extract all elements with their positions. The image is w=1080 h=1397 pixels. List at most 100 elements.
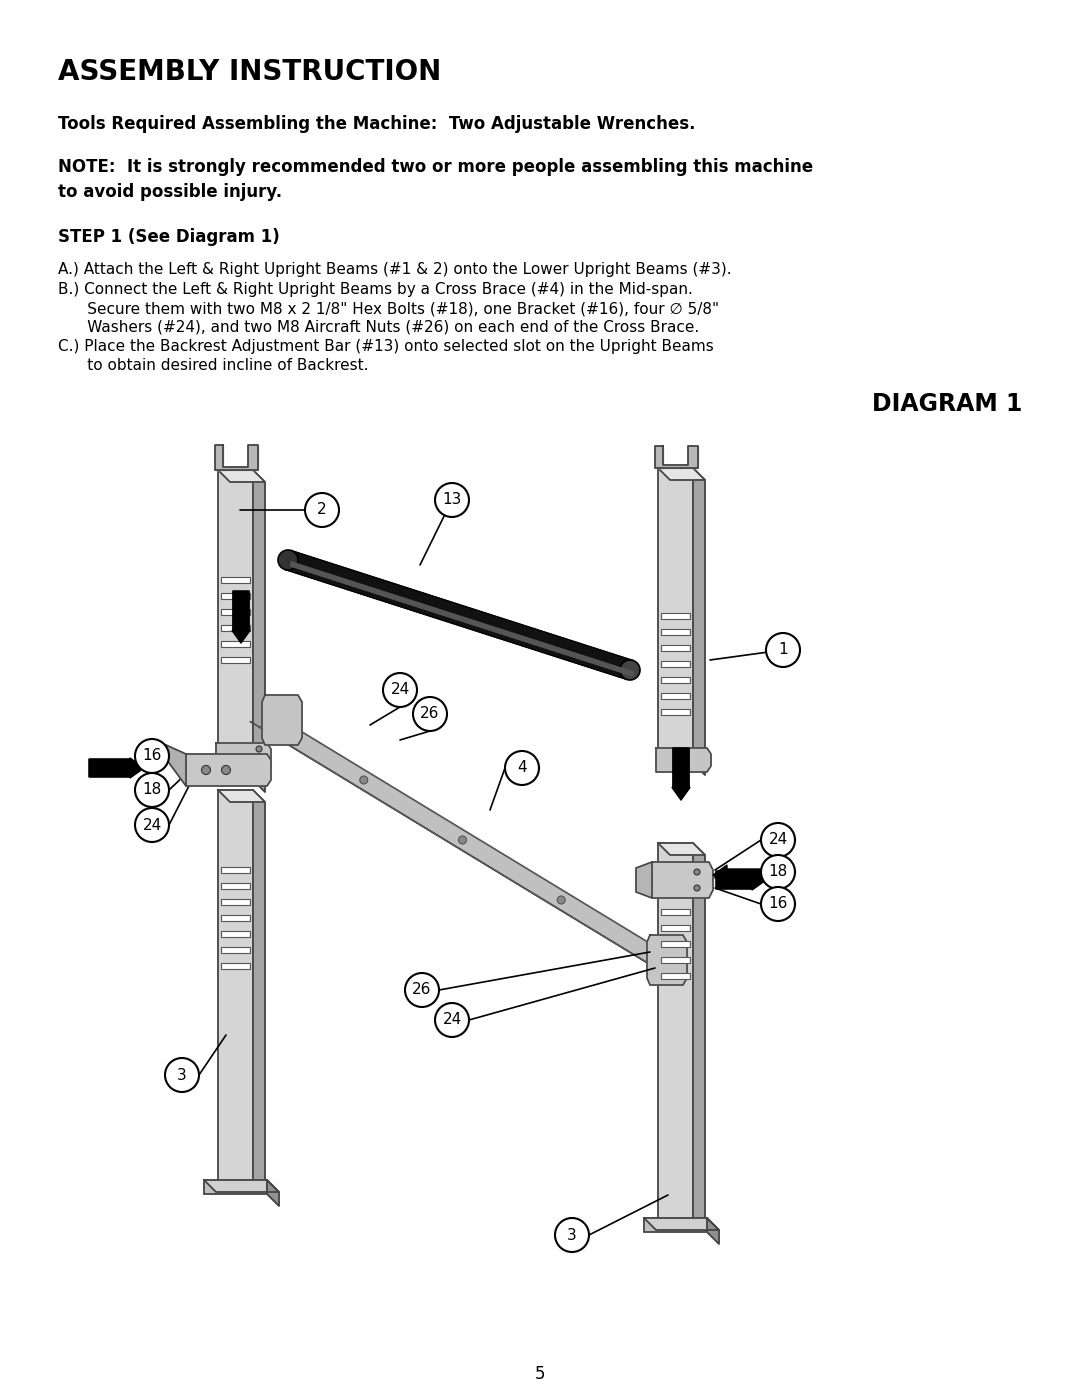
Circle shape <box>435 1003 469 1037</box>
Polygon shape <box>204 1180 279 1192</box>
Bar <box>221 657 249 664</box>
Text: 13: 13 <box>443 493 461 507</box>
Circle shape <box>135 773 168 807</box>
Text: 24: 24 <box>390 683 409 697</box>
Circle shape <box>694 886 700 891</box>
Circle shape <box>505 752 539 785</box>
Polygon shape <box>647 935 687 985</box>
Text: 16: 16 <box>143 749 162 764</box>
Circle shape <box>256 759 262 764</box>
Circle shape <box>165 1058 199 1092</box>
Bar <box>221 900 249 905</box>
Bar <box>221 963 249 970</box>
Circle shape <box>135 739 168 773</box>
Polygon shape <box>215 446 258 469</box>
Bar <box>221 868 249 873</box>
Text: 1: 1 <box>779 643 787 658</box>
Text: ASSEMBLY INSTRUCTION: ASSEMBLY INSTRUCTION <box>58 59 442 87</box>
Text: 4: 4 <box>517 760 527 775</box>
Bar <box>661 678 690 683</box>
Bar <box>658 468 693 763</box>
Text: to obtain desired incline of Backrest.: to obtain desired incline of Backrest. <box>58 358 368 373</box>
Polygon shape <box>253 469 265 792</box>
Polygon shape <box>216 743 271 767</box>
Circle shape <box>221 766 230 774</box>
Text: 2: 2 <box>318 503 327 517</box>
Polygon shape <box>716 870 766 890</box>
Bar <box>204 1180 267 1194</box>
Text: 5: 5 <box>535 1365 545 1383</box>
Polygon shape <box>658 468 705 481</box>
Circle shape <box>305 493 339 527</box>
Circle shape <box>694 869 700 875</box>
Bar <box>661 613 690 619</box>
Bar <box>221 883 249 888</box>
Text: Secure them with two M8 x 2 1/8" Hex Bolts (#18), one Bracket (#16), four ∅ 5/8": Secure them with two M8 x 2 1/8" Hex Bol… <box>58 300 719 316</box>
Bar <box>221 947 249 953</box>
Text: B.) Connect the Left & Right Upright Beams by a Cross Brace (#4) in the Mid-span: B.) Connect the Left & Right Upright Bea… <box>58 282 693 298</box>
Circle shape <box>405 972 438 1007</box>
Polygon shape <box>291 562 634 676</box>
Polygon shape <box>285 550 633 679</box>
Text: 18: 18 <box>768 865 787 880</box>
Bar <box>221 577 249 583</box>
Polygon shape <box>707 1218 719 1243</box>
Bar <box>221 609 249 615</box>
Polygon shape <box>251 721 656 968</box>
Text: 3: 3 <box>177 1067 187 1083</box>
Polygon shape <box>89 759 144 778</box>
Circle shape <box>360 775 368 784</box>
Bar <box>661 942 690 947</box>
Bar <box>661 909 690 915</box>
Text: NOTE:  It is strongly recommended two or more people assembling this machine
to : NOTE: It is strongly recommended two or … <box>58 158 813 201</box>
Circle shape <box>435 483 469 517</box>
Polygon shape <box>218 469 265 482</box>
Bar <box>644 1218 707 1232</box>
Bar <box>661 957 690 963</box>
Bar <box>661 629 690 636</box>
Text: STEP 1 (See Diagram 1): STEP 1 (See Diagram 1) <box>58 228 280 246</box>
Text: A.) Attach the Left & Right Upright Beams (#1 & 2) onto the Lower Upright Beams : A.) Attach the Left & Right Upright Beam… <box>58 263 731 277</box>
Polygon shape <box>232 591 249 643</box>
Bar <box>218 789 253 1180</box>
Circle shape <box>459 835 467 844</box>
Circle shape <box>202 766 211 774</box>
Bar <box>221 915 249 921</box>
Text: 24: 24 <box>443 1013 461 1028</box>
Text: Washers (#24), and two M8 Aircraft Nuts (#26) on each end of the Cross Brace.: Washers (#24), and two M8 Aircraft Nuts … <box>58 320 699 335</box>
Circle shape <box>555 1218 589 1252</box>
Bar <box>661 972 690 979</box>
Bar <box>221 930 249 937</box>
Circle shape <box>413 697 447 731</box>
Polygon shape <box>654 446 698 468</box>
Polygon shape <box>658 842 705 855</box>
Text: 24: 24 <box>768 833 787 848</box>
Polygon shape <box>644 1218 719 1229</box>
Bar <box>221 592 249 599</box>
Polygon shape <box>656 747 711 773</box>
Polygon shape <box>693 842 705 1229</box>
Bar <box>218 469 253 780</box>
Polygon shape <box>693 468 705 775</box>
Polygon shape <box>186 754 271 787</box>
Bar <box>661 693 690 698</box>
Text: 26: 26 <box>420 707 440 721</box>
Polygon shape <box>652 862 713 898</box>
Text: C.) Place the Backrest Adjustment Bar (#13) onto selected slot on the Upright Be: C.) Place the Backrest Adjustment Bar (#… <box>58 339 714 353</box>
Bar <box>221 641 249 647</box>
Polygon shape <box>161 745 186 787</box>
Polygon shape <box>267 1180 279 1206</box>
Text: Tools Required Assembling the Machine:  Two Adjustable Wrenches.: Tools Required Assembling the Machine: T… <box>58 115 696 133</box>
Text: DIAGRAM 1: DIAGRAM 1 <box>872 393 1022 416</box>
Text: 3: 3 <box>567 1228 577 1242</box>
Polygon shape <box>253 789 265 1192</box>
Circle shape <box>256 746 262 752</box>
Circle shape <box>620 659 640 680</box>
Polygon shape <box>260 712 664 968</box>
Circle shape <box>761 887 795 921</box>
Circle shape <box>383 673 417 707</box>
Circle shape <box>135 807 168 842</box>
Text: 24: 24 <box>143 817 162 833</box>
Text: 26: 26 <box>413 982 432 997</box>
Circle shape <box>761 823 795 856</box>
